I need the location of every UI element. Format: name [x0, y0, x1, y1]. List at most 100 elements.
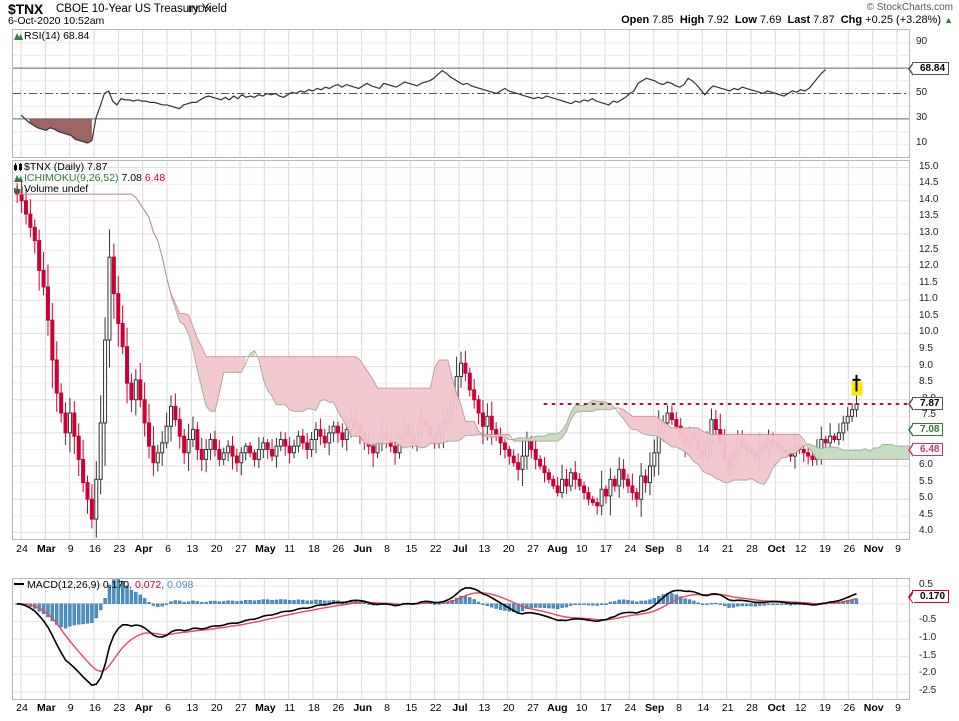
x-tick: May — [255, 543, 276, 555]
x-tick: 9 — [67, 543, 74, 555]
axis-tick-label: 12.0 — [919, 260, 939, 272]
volume-legend-text: Volume undef — [24, 183, 89, 195]
chg-value: +0.25 (+3.28%) — [865, 14, 942, 26]
symbol-description: CBOE 10-Year US Treasury Yield — [56, 3, 227, 15]
macd-value-flag: 0.170 — [907, 590, 950, 605]
x-tick: 26 — [843, 702, 856, 714]
price-plot — [13, 161, 909, 539]
x-tick: Sep — [645, 702, 665, 714]
rsi-legend: RSI(14) 68.84 — [14, 31, 89, 42]
up-arrow-icon: ▲ — [944, 15, 953, 25]
quote-summary: Open 7.85 High 7.92 Low 7.69 Last 7.87 C… — [621, 14, 953, 26]
x-tick: 27 — [235, 702, 247, 714]
axis-tick-label: 9.0 — [919, 359, 933, 371]
x-tick: 17 — [600, 702, 612, 714]
x-tick: Sep — [645, 543, 665, 555]
quote-timestamp: 6-Oct-2020 10:52am — [8, 15, 105, 27]
x-tick: 19 — [819, 543, 831, 555]
signal-value: 0.072 — [135, 579, 162, 591]
x-tick: 14 — [697, 702, 710, 714]
x-tick: 14 — [697, 543, 710, 555]
symbol-ticker: $TNX — [8, 1, 43, 17]
x-tick: 26 — [332, 543, 345, 555]
rsi-plot — [13, 30, 909, 157]
x-tick: 10 — [575, 702, 588, 714]
axis-tick-label: -1.0 — [919, 632, 937, 643]
x-tick: Nov — [863, 543, 884, 555]
x-tick: 24 — [624, 543, 637, 555]
indicator-icon — [14, 33, 23, 40]
indicator-icon — [14, 175, 23, 182]
x-tick: 28 — [746, 702, 758, 714]
rsi-panel[interactable] — [12, 29, 910, 158]
x-tick: Aug — [547, 702, 568, 714]
x-tick: 19 — [819, 702, 831, 714]
macd-line-swatch — [14, 583, 24, 585]
x-tick: 16 — [89, 702, 101, 714]
x-tick: Apr — [134, 702, 153, 714]
x-tick: 28 — [746, 543, 758, 555]
macd-value: 0.170 — [102, 579, 130, 591]
macd-panel[interactable] — [12, 578, 910, 700]
axis-tick-label: -2.0 — [919, 667, 937, 679]
x-tick: 15 — [405, 543, 418, 555]
x-tick: Jun — [353, 543, 372, 555]
x-tick: Oct — [767, 702, 786, 714]
axis-tick-label: 14.5 — [919, 177, 939, 189]
axis-tick-label: 13.5 — [919, 210, 939, 222]
x-tick: May — [255, 702, 276, 714]
last-price-flag: 7.87 — [907, 396, 944, 411]
x-tick: Nov — [863, 702, 884, 714]
axis-tick-label: 7.5 — [922, 409, 936, 421]
axis-tick-label: 14.0 — [919, 193, 939, 205]
histogram-value: 0.098 — [167, 579, 194, 591]
x-tick: 8 — [676, 543, 682, 555]
x-tick: 13 — [478, 702, 491, 714]
axis-tick-label: 6.0 — [919, 459, 933, 471]
x-tick: 13 — [186, 702, 199, 714]
high-value: 7.92 — [707, 14, 729, 26]
x-tick: 13 — [478, 543, 491, 555]
axis-tick-label: 5.5 — [919, 475, 933, 487]
axis-tick-label: 10.5 — [919, 309, 939, 321]
price-legend-text: $TNX (Daily) 7.87 — [24, 161, 108, 173]
x-tick: 8 — [384, 702, 390, 714]
axis-tick-label: 10 — [916, 137, 928, 149]
axis-tick-label: 8.5 — [919, 376, 933, 388]
x-tick: 22 — [429, 702, 442, 714]
axis-tick-label: 90 — [916, 35, 928, 47]
x-axis-macd: 24 Mar 9 16 23 Apr 6 13 20 27 May 11 18 26 Jun 8 15 22 Jul… — [12, 702, 910, 718]
x-tick: Mar — [36, 702, 56, 714]
x-tick: Apr — [134, 543, 153, 555]
x-tick: Jul — [452, 702, 468, 714]
chg-label: Chg — [840, 14, 863, 26]
x-tick: 11 — [284, 702, 296, 714]
x-tick: 10 — [575, 543, 588, 555]
kijun-value-flag: 7.08 — [907, 422, 944, 437]
axis-tick-label: 30 — [916, 111, 928, 123]
x-tick: 9 — [895, 702, 901, 714]
x-axis-price: 24 Mar 9 16 23 Apr 6 13 20 27 May 11 18 26 Jun 8 15 22 Jul… — [12, 543, 910, 559]
axis-tick-label: 11.5 — [919, 276, 938, 288]
spanb-value-flag: 6.48 — [907, 442, 944, 457]
x-tick: 26 — [332, 702, 345, 714]
ichimoku-value-2: 6.48 — [144, 172, 166, 184]
rsi-legend-text: RSI(14) 68.84 — [24, 30, 90, 42]
axis-tick-label: 50 — [916, 86, 928, 98]
open-value: 7.85 — [652, 14, 674, 26]
axis-tick-label: 15.0 — [919, 160, 939, 172]
candlestick-icon — [14, 163, 22, 171]
rsi-value-flag: 68.84 — [907, 62, 950, 77]
x-tick: 27 — [235, 543, 247, 555]
x-tick: 9 — [67, 702, 74, 714]
macd-legend-name: MACD(12,26,9) — [27, 579, 100, 591]
x-tick: 16 — [89, 543, 101, 555]
volume-bars-icon — [14, 186, 23, 193]
x-tick: Jun — [353, 702, 372, 714]
x-tick: 15 — [405, 702, 418, 714]
x-tick: 17 — [600, 543, 612, 555]
price-panel[interactable] — [12, 160, 910, 540]
x-tick: 23 — [113, 543, 126, 555]
axis-tick-label: 5.0 — [919, 492, 933, 504]
x-tick: 11 — [284, 543, 296, 555]
